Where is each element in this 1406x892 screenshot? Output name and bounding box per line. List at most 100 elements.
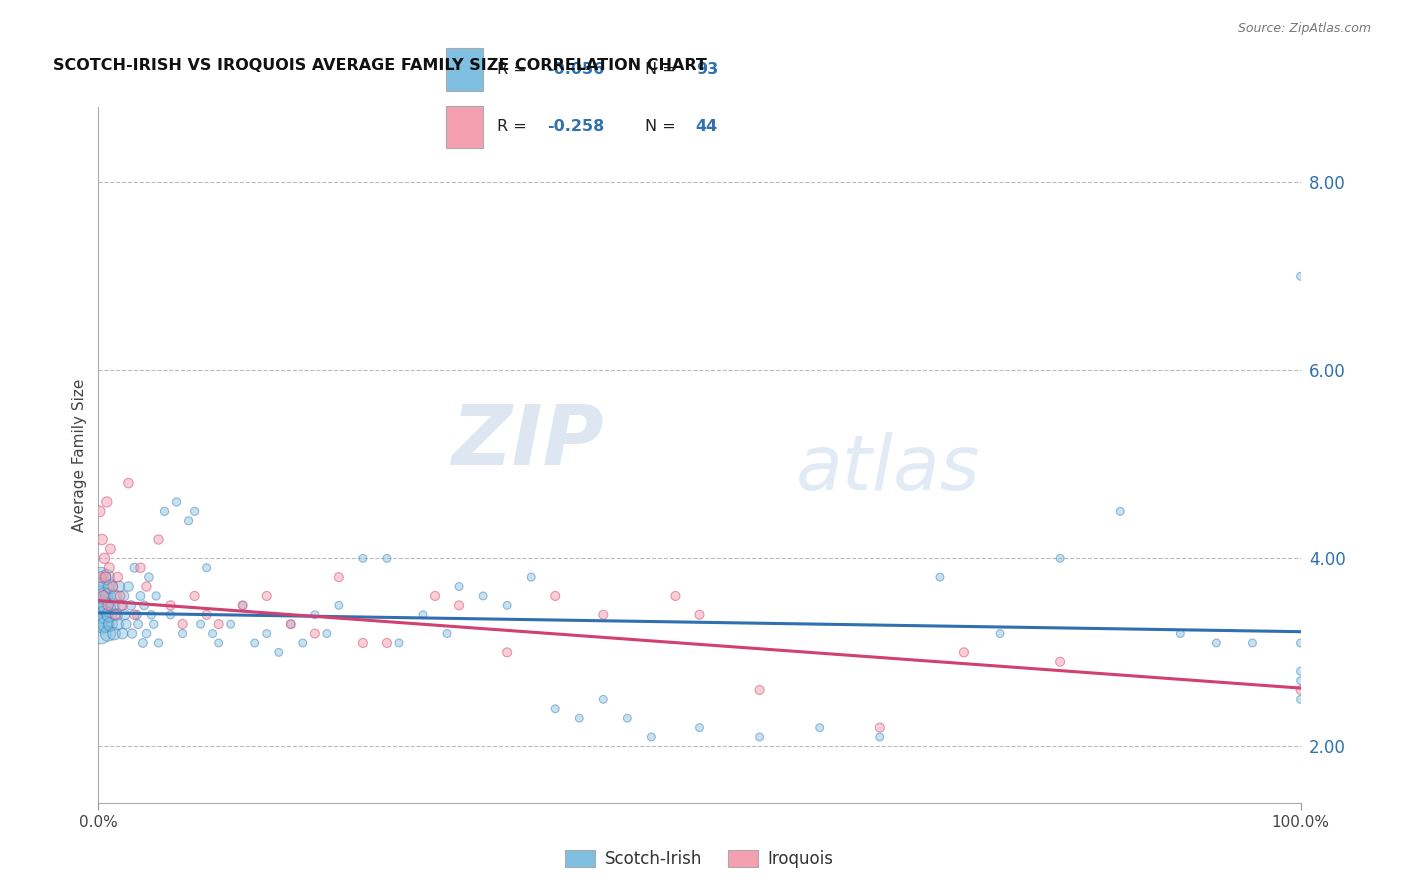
Point xyxy=(141,607,163,622)
Point xyxy=(352,636,374,650)
Point xyxy=(148,636,170,650)
Point xyxy=(104,607,127,622)
Point xyxy=(89,589,111,603)
Point xyxy=(472,589,495,603)
Point xyxy=(568,711,591,725)
Point xyxy=(1241,636,1264,650)
Point xyxy=(232,599,254,613)
Point xyxy=(132,599,155,613)
Point xyxy=(1289,664,1312,678)
Point xyxy=(100,617,122,632)
Point xyxy=(93,589,115,603)
Point xyxy=(94,570,117,584)
Point xyxy=(436,626,458,640)
Point xyxy=(1205,636,1227,650)
Point xyxy=(328,570,350,584)
Text: 44: 44 xyxy=(696,120,718,135)
Text: R =: R = xyxy=(496,120,531,135)
Point xyxy=(105,607,128,622)
Point xyxy=(375,636,398,650)
Point xyxy=(1289,636,1312,650)
Point xyxy=(117,476,139,491)
Point xyxy=(159,607,181,622)
Text: N =: N = xyxy=(645,120,681,135)
Point xyxy=(520,570,543,584)
Point xyxy=(953,645,976,659)
Point xyxy=(97,589,120,603)
Point xyxy=(1049,551,1071,566)
Point xyxy=(375,551,398,566)
Point xyxy=(142,617,165,632)
Point xyxy=(93,551,115,566)
Text: SCOTCH-IRISH VS IROQUOIS AVERAGE FAMILY SIZE CORRELATION CHART: SCOTCH-IRISH VS IROQUOIS AVERAGE FAMILY … xyxy=(53,58,707,73)
Point xyxy=(664,589,686,603)
Point xyxy=(1289,269,1312,284)
Point xyxy=(112,589,135,603)
Point xyxy=(177,514,200,528)
Point xyxy=(89,504,111,518)
Point xyxy=(1109,504,1132,518)
Point xyxy=(243,636,266,650)
Point xyxy=(96,570,118,584)
Point xyxy=(91,617,114,632)
Point xyxy=(352,551,374,566)
Text: -0.258: -0.258 xyxy=(547,120,605,135)
Point xyxy=(135,626,157,640)
Point xyxy=(97,599,120,613)
Point xyxy=(208,617,231,632)
Point xyxy=(544,589,567,603)
Point xyxy=(447,599,470,613)
Point xyxy=(103,626,125,640)
Point xyxy=(748,730,770,744)
Point xyxy=(869,730,891,744)
Point xyxy=(592,607,614,622)
Point xyxy=(232,599,254,613)
Point xyxy=(315,626,337,640)
Point xyxy=(121,626,143,640)
Point xyxy=(98,560,121,574)
Point xyxy=(159,599,181,613)
Point xyxy=(304,607,326,622)
Point xyxy=(183,589,205,603)
Point xyxy=(108,599,131,613)
Point xyxy=(201,626,224,640)
Point xyxy=(100,541,122,556)
Point xyxy=(1170,626,1192,640)
Point xyxy=(195,607,218,622)
Point xyxy=(111,599,134,613)
Point xyxy=(869,721,891,735)
Point xyxy=(496,645,519,659)
Point xyxy=(544,702,567,716)
FancyBboxPatch shape xyxy=(446,105,484,148)
Point xyxy=(219,617,242,632)
Point xyxy=(153,504,176,518)
Point xyxy=(129,589,152,603)
Point xyxy=(267,645,290,659)
Text: atlas: atlas xyxy=(796,432,980,506)
Text: R =: R = xyxy=(496,62,531,77)
Point xyxy=(172,626,194,640)
Point xyxy=(1289,673,1312,688)
Point xyxy=(97,626,120,640)
Point xyxy=(120,599,142,613)
Point xyxy=(90,626,112,640)
Point xyxy=(91,589,114,603)
Point xyxy=(115,617,138,632)
Point xyxy=(96,495,118,509)
Point xyxy=(108,589,131,603)
Point xyxy=(98,607,121,622)
Point xyxy=(117,580,139,594)
Point xyxy=(138,570,160,584)
Point xyxy=(496,599,519,613)
Point xyxy=(111,626,134,640)
Point xyxy=(114,607,136,622)
Text: 93: 93 xyxy=(696,62,718,77)
Point xyxy=(108,580,131,594)
Point xyxy=(145,589,167,603)
Point xyxy=(124,607,146,622)
Point xyxy=(101,599,124,613)
Point xyxy=(928,570,950,584)
Legend: Scotch-Irish, Iroquois: Scotch-Irish, Iroquois xyxy=(558,843,841,874)
Point xyxy=(100,580,122,594)
Point xyxy=(388,636,411,650)
